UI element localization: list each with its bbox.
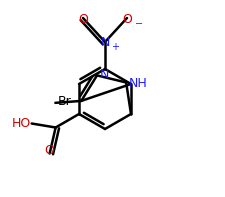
Text: NH: NH bbox=[129, 77, 147, 90]
Text: N: N bbox=[100, 35, 109, 48]
Text: HO: HO bbox=[11, 117, 31, 130]
Text: Br: Br bbox=[57, 95, 71, 108]
Text: O: O bbox=[122, 13, 131, 26]
Text: −: − bbox=[134, 19, 142, 29]
Text: O: O bbox=[45, 143, 54, 156]
Text: N: N bbox=[100, 68, 109, 81]
Text: O: O bbox=[78, 13, 88, 26]
Text: +: + bbox=[110, 42, 119, 52]
